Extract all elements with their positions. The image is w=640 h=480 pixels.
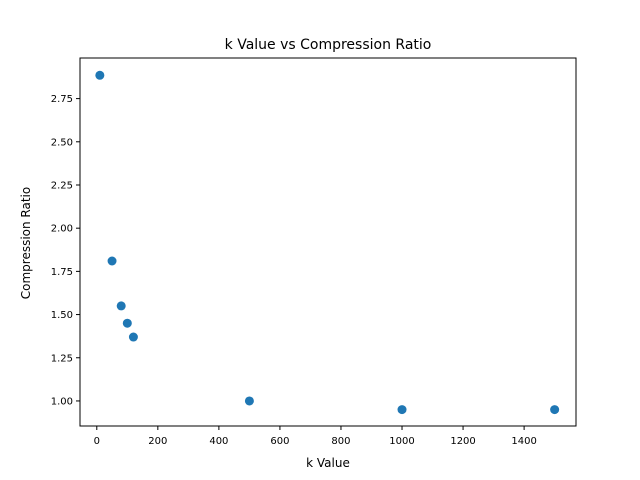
y-axis-title: Compression Ratio — [19, 187, 33, 300]
data-point — [128, 332, 138, 342]
x-axis-title: k Value — [306, 456, 350, 470]
data-point — [244, 396, 254, 406]
x-tick-label: 1400 — [511, 436, 536, 447]
x-tick-label: 1200 — [450, 436, 475, 447]
chart-title: k Value vs Compression Ratio — [225, 37, 432, 53]
data-point — [107, 256, 117, 266]
data-point — [397, 405, 407, 415]
data-point — [550, 405, 560, 415]
x-tick-label: 1000 — [389, 436, 414, 447]
data-point — [95, 70, 105, 80]
x-tick-label: 800 — [331, 436, 350, 447]
x-axis-ticks: 0 200 400 600 800 1000 1200 1400 — [94, 426, 537, 447]
x-tick-label: 600 — [270, 436, 289, 447]
x-tick-label: 0 — [94, 436, 100, 447]
data-points — [95, 70, 560, 415]
y-tick-label: 1.25 — [51, 353, 73, 364]
data-point — [116, 301, 126, 311]
y-tick-label: 2.75 — [51, 94, 73, 105]
y-axis-ticks: 1.00 1.25 1.50 1.75 2.00 2.25 2.50 2.75 — [51, 94, 80, 407]
y-tick-label: 2.25 — [51, 180, 73, 191]
x-tick-label: 200 — [148, 436, 167, 447]
y-tick-label: 1.75 — [51, 267, 73, 278]
plot-frame — [79, 57, 577, 427]
y-tick-label: 2.00 — [51, 224, 73, 235]
y-tick-label: 1.00 — [51, 396, 73, 407]
x-tick-label: 400 — [209, 436, 228, 447]
data-point — [122, 318, 132, 328]
y-tick-label: 2.50 — [51, 137, 73, 148]
y-tick-label: 1.50 — [51, 310, 73, 321]
